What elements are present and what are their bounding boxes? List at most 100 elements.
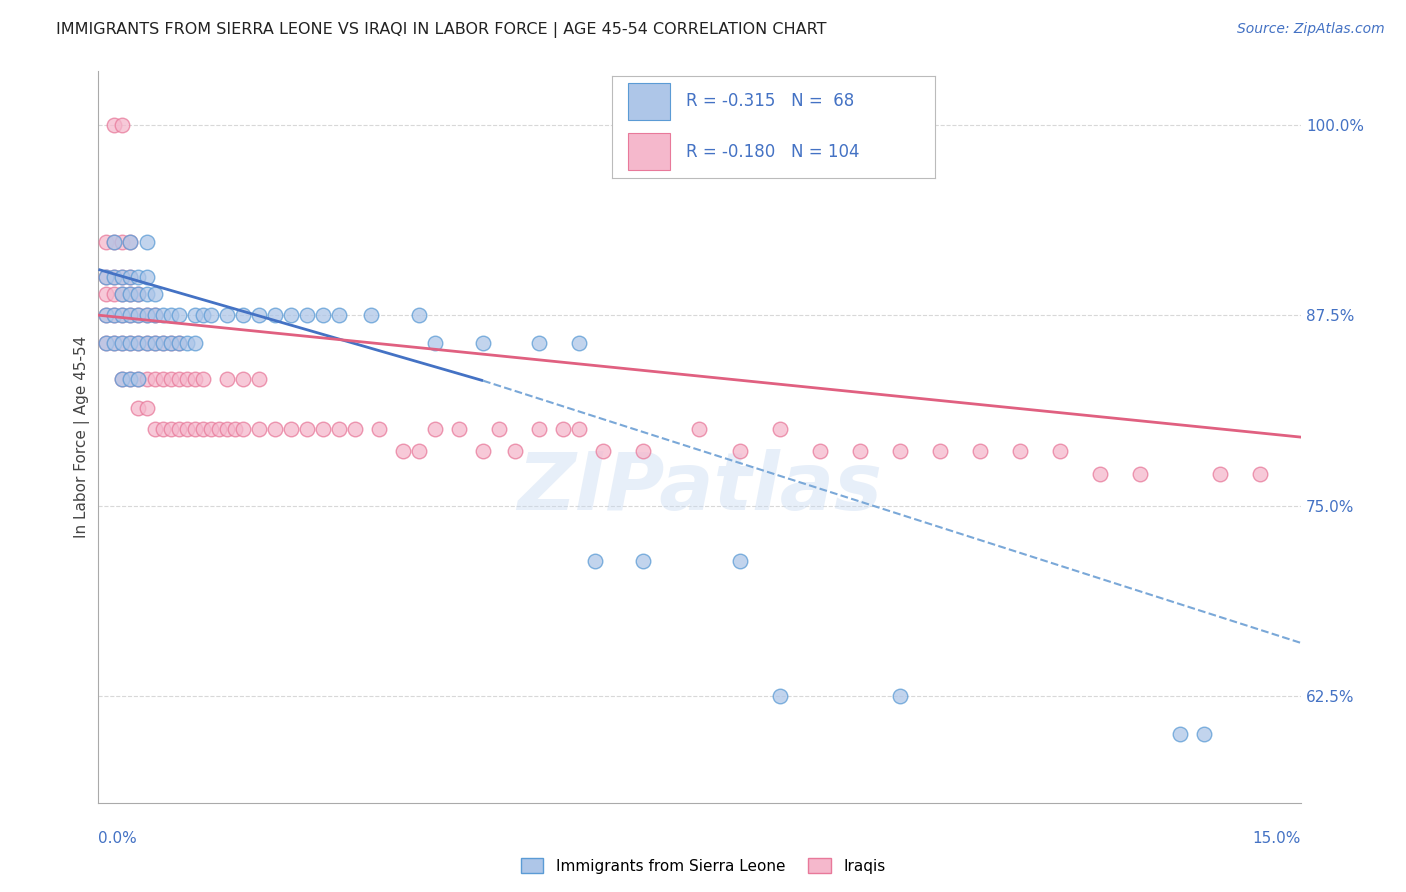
Point [728, 553, 751, 567]
Point [183, 372, 205, 386]
Point [103, 270, 125, 285]
Point [488, 422, 510, 436]
Point [111, 118, 134, 132]
Point [120, 372, 142, 386]
Point [135, 372, 157, 386]
Point [1250, 467, 1272, 481]
Point [103, 335, 125, 350]
Point [167, 422, 190, 436]
Point [152, 422, 174, 436]
Point [200, 422, 222, 436]
Point [423, 422, 446, 436]
Point [312, 308, 335, 322]
Point [232, 308, 254, 322]
Point [120, 235, 142, 249]
Point [135, 308, 157, 322]
Point [135, 286, 157, 301]
Point [568, 335, 591, 350]
Point [176, 422, 198, 436]
Point [96, 286, 118, 301]
Point [143, 335, 166, 350]
Point [128, 335, 150, 350]
Point [472, 335, 495, 350]
Point [143, 335, 166, 350]
Point [167, 335, 190, 350]
Point [295, 422, 318, 436]
Point [633, 553, 655, 567]
Point [103, 235, 125, 249]
Point [408, 308, 430, 322]
Point [120, 270, 142, 285]
Point [120, 335, 142, 350]
Text: R = -0.180   N = 104: R = -0.180 N = 104 [686, 143, 859, 161]
Point [152, 308, 174, 322]
Point [889, 443, 911, 458]
Point [215, 372, 238, 386]
Point [191, 308, 214, 322]
Point [111, 270, 134, 285]
Point [889, 689, 911, 703]
Point [143, 286, 166, 301]
Legend: Immigrants from Sierra Leone, Iraqis: Immigrants from Sierra Leone, Iraqis [515, 852, 891, 880]
Point [176, 372, 198, 386]
Point [135, 335, 157, 350]
Point [689, 422, 711, 436]
Text: ZIPatlas: ZIPatlas [517, 450, 882, 527]
Point [247, 308, 270, 322]
Point [1194, 727, 1216, 741]
Point [96, 308, 118, 322]
Point [103, 286, 125, 301]
Point [312, 422, 335, 436]
Point [111, 270, 134, 285]
Text: 15.0%: 15.0% [1253, 831, 1301, 847]
Point [167, 308, 190, 322]
Point [929, 443, 952, 458]
Point [152, 335, 174, 350]
Point [128, 401, 150, 416]
Point [343, 422, 366, 436]
Point [392, 443, 415, 458]
Point [191, 372, 214, 386]
Point [263, 422, 285, 436]
Point [183, 422, 205, 436]
Point [103, 308, 125, 322]
Point [280, 308, 302, 322]
Point [280, 422, 302, 436]
Point [128, 308, 150, 322]
Point [263, 308, 285, 322]
Point [1129, 467, 1152, 481]
Point [111, 308, 134, 322]
Point [969, 443, 991, 458]
Point [128, 286, 150, 301]
Point [200, 308, 222, 322]
Point [96, 308, 118, 322]
Point [143, 308, 166, 322]
Point [232, 372, 254, 386]
Point [96, 335, 118, 350]
Point [503, 443, 526, 458]
Point [1209, 467, 1232, 481]
Point [472, 443, 495, 458]
Point [295, 308, 318, 322]
Point [159, 422, 181, 436]
Point [529, 335, 551, 350]
Point [423, 335, 446, 350]
Point [111, 235, 134, 249]
Point [1088, 467, 1111, 481]
Point [96, 235, 118, 249]
Text: Source: ZipAtlas.com: Source: ZipAtlas.com [1237, 22, 1385, 37]
Point [143, 308, 166, 322]
Point [135, 308, 157, 322]
Point [247, 372, 270, 386]
Point [167, 372, 190, 386]
Point [120, 286, 142, 301]
Point [360, 308, 382, 322]
Point [167, 335, 190, 350]
Point [183, 335, 205, 350]
Text: 0.0%: 0.0% [98, 831, 138, 847]
Y-axis label: In Labor Force | Age 45-54: In Labor Force | Age 45-54 [75, 336, 90, 538]
Point [103, 270, 125, 285]
Point [215, 308, 238, 322]
Point [120, 235, 142, 249]
Point [111, 286, 134, 301]
